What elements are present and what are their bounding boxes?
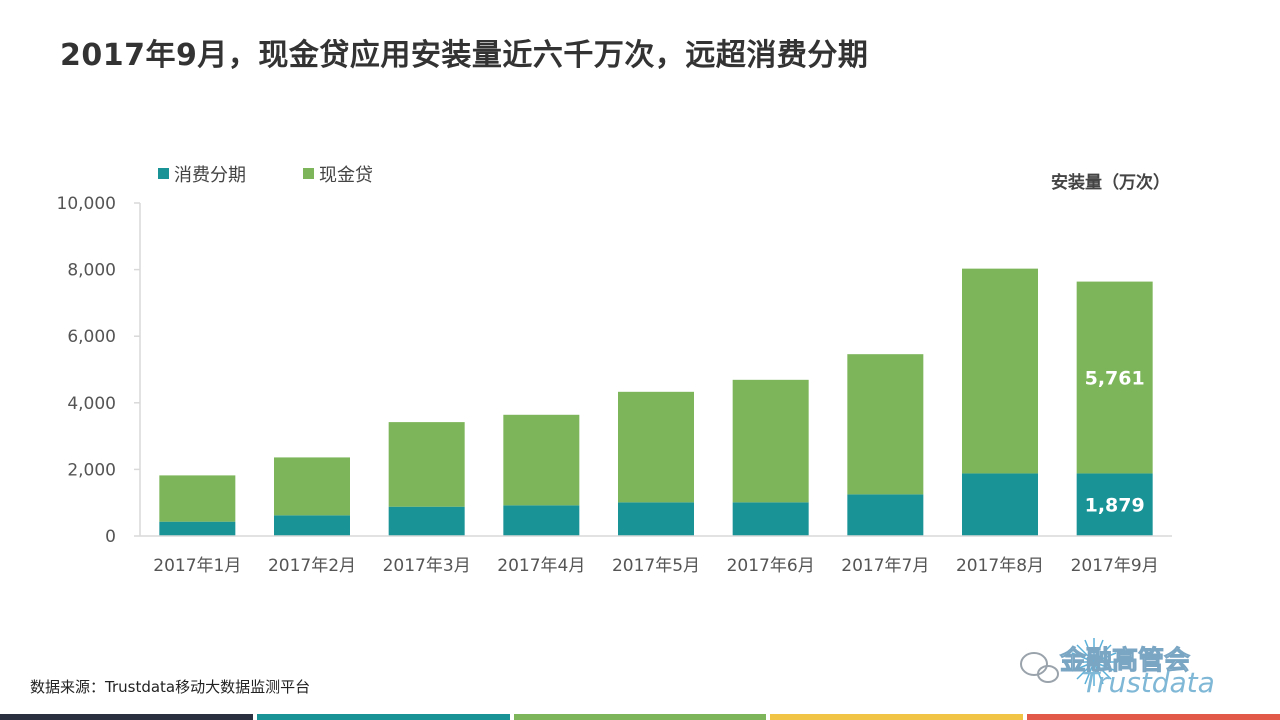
bar-segment xyxy=(847,494,924,536)
y-tick-label: 0 xyxy=(105,527,116,547)
y-unit-label: 安装量（万次） xyxy=(1051,172,1170,193)
data-label: 5,761 xyxy=(1085,368,1145,390)
bar-segment xyxy=(503,414,580,506)
x-tick-label: 2017年7月 xyxy=(841,556,929,576)
bar-segment xyxy=(962,268,1038,474)
bar-segment xyxy=(732,379,809,503)
stripe xyxy=(0,714,253,720)
x-tick-label: 2017年1月 xyxy=(153,556,241,576)
bar-segment xyxy=(274,515,350,536)
bars xyxy=(159,268,1153,536)
trustdata-logo xyxy=(1020,638,1118,686)
stripe xyxy=(513,714,767,720)
legend-swatch xyxy=(303,168,314,179)
y-tick-label: 4,000 xyxy=(67,394,116,414)
legend-label: 现金贷 xyxy=(319,165,373,186)
bar-segment xyxy=(618,502,694,536)
chart-legend: 消费分期 现金贷 xyxy=(158,165,373,186)
watermark-cn: 金融高管会 xyxy=(1059,646,1191,677)
bar-segment xyxy=(388,422,465,507)
data-labels: 1,879 5,761 xyxy=(1085,368,1145,517)
x-tick-label: 2017年4月 xyxy=(497,556,585,576)
bar-segment xyxy=(732,502,809,536)
bar-segment xyxy=(1076,281,1153,474)
y-tick-label: 2,000 xyxy=(67,460,116,480)
wechat-icon xyxy=(1020,652,1059,683)
bar-segment xyxy=(388,506,465,536)
x-tick-label: 2017年9月 xyxy=(1071,556,1159,576)
data-source-note: 数据来源：Trustdata移动大数据监测平台 xyxy=(30,678,311,696)
watermark-en: Trustdata xyxy=(1082,666,1215,699)
stripe xyxy=(1027,714,1280,720)
legend-label: 消费分期 xyxy=(174,165,246,186)
stripe xyxy=(256,714,510,720)
starburst-icon xyxy=(1070,638,1118,686)
bar-segment xyxy=(503,505,580,536)
x-axis: 2017年1月 2017年2月 2017年3月 2017年4月 2017年5月 2017年… xyxy=(140,535,1172,576)
x-tick-label: 2017年5月 xyxy=(612,556,700,576)
y-tick-label: 8,000 xyxy=(67,261,116,281)
bar-segment xyxy=(159,521,236,536)
y-tick-label: 6,000 xyxy=(67,327,116,347)
x-tick-label: 2017年2月 xyxy=(268,556,356,576)
x-tick-label: 2017年8月 xyxy=(956,556,1044,576)
x-tick-label: 2017年6月 xyxy=(727,556,815,576)
bar-segment xyxy=(962,473,1038,536)
stripe xyxy=(770,714,1024,720)
legend-swatch xyxy=(158,168,169,179)
x-tick-label: 2017年3月 xyxy=(383,556,471,576)
bar-segment xyxy=(847,354,924,495)
bar-segment xyxy=(274,457,350,516)
y-axis: 0 2,000 4,000 6,000 8,000 10,000 xyxy=(57,194,141,547)
bar-segment xyxy=(618,391,694,503)
bottom-color-bar xyxy=(0,714,1280,720)
data-label: 1,879 xyxy=(1085,495,1145,517)
bar-segment xyxy=(1076,473,1153,536)
bar-segment xyxy=(159,475,236,522)
y-tick-label: 10,000 xyxy=(57,194,116,214)
page-title: 2017年9月，现金贷应用安装量近六千万次，远超消费分期 xyxy=(60,38,869,73)
